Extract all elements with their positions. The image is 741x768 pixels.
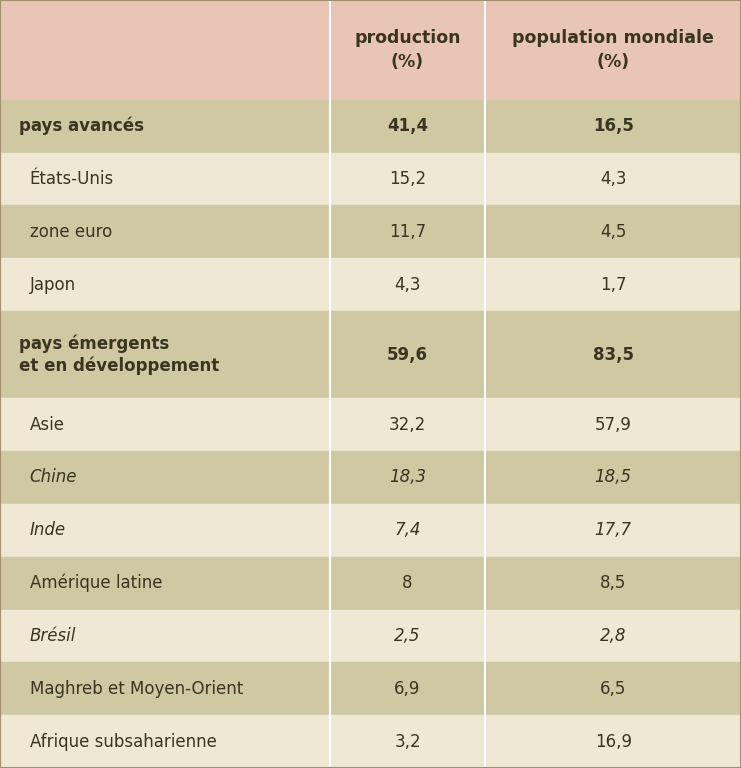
Text: Maghreb et Moyen-Orient: Maghreb et Moyen-Orient [30, 680, 243, 698]
Bar [0, 662, 741, 715]
Text: Chine: Chine [30, 468, 77, 486]
Text: zone euro: zone euro [30, 223, 112, 241]
Bar [0, 0, 741, 100]
Text: population mondiale
(%): population mondiale (%) [512, 29, 714, 71]
Text: 8: 8 [402, 574, 413, 592]
Text: 11,7: 11,7 [389, 223, 426, 241]
Bar [0, 153, 741, 206]
Bar [0, 311, 741, 399]
Text: Afrique subsaharienne: Afrique subsaharienne [30, 733, 216, 750]
Text: 7,4: 7,4 [394, 521, 421, 539]
Text: 15,2: 15,2 [389, 170, 426, 188]
Text: 17,7: 17,7 [594, 521, 632, 539]
Text: 2,5: 2,5 [394, 627, 421, 645]
Text: 41,4: 41,4 [387, 118, 428, 135]
Text: Asie: Asie [30, 415, 64, 434]
Bar [0, 715, 741, 768]
Text: 16,9: 16,9 [595, 733, 631, 750]
Text: 4,5: 4,5 [600, 223, 626, 241]
Text: pays émergents
et en développement: pays émergents et en développement [19, 334, 219, 376]
Text: Brésil: Brésil [30, 627, 76, 645]
Bar [0, 206, 741, 258]
Text: 6,9: 6,9 [394, 680, 421, 698]
Text: Inde: Inde [30, 521, 66, 539]
Text: production
(%): production (%) [354, 29, 461, 71]
Text: Japon: Japon [30, 276, 76, 293]
Text: 8,5: 8,5 [600, 574, 626, 592]
Text: 16,5: 16,5 [593, 118, 634, 135]
Bar [0, 610, 741, 662]
Text: 59,6: 59,6 [387, 346, 428, 364]
Text: 83,5: 83,5 [593, 346, 634, 364]
Text: 32,2: 32,2 [389, 415, 426, 434]
Bar [0, 557, 741, 610]
Text: 6,5: 6,5 [600, 680, 626, 698]
Text: 4,3: 4,3 [600, 170, 626, 188]
Bar [0, 504, 741, 557]
Text: États-Unis: États-Unis [30, 170, 114, 188]
Bar [0, 399, 741, 451]
Text: 18,3: 18,3 [389, 468, 426, 486]
Text: 3,2: 3,2 [394, 733, 421, 750]
Bar [0, 100, 741, 153]
Text: 2,8: 2,8 [600, 627, 626, 645]
Text: 57,9: 57,9 [595, 415, 631, 434]
Text: Amérique latine: Amérique latine [30, 574, 162, 592]
Bar [0, 451, 741, 504]
Text: pays avancés: pays avancés [19, 117, 144, 135]
Text: 4,3: 4,3 [394, 276, 421, 293]
Text: 1,7: 1,7 [600, 276, 626, 293]
Text: 18,5: 18,5 [594, 468, 632, 486]
Bar [0, 258, 741, 311]
